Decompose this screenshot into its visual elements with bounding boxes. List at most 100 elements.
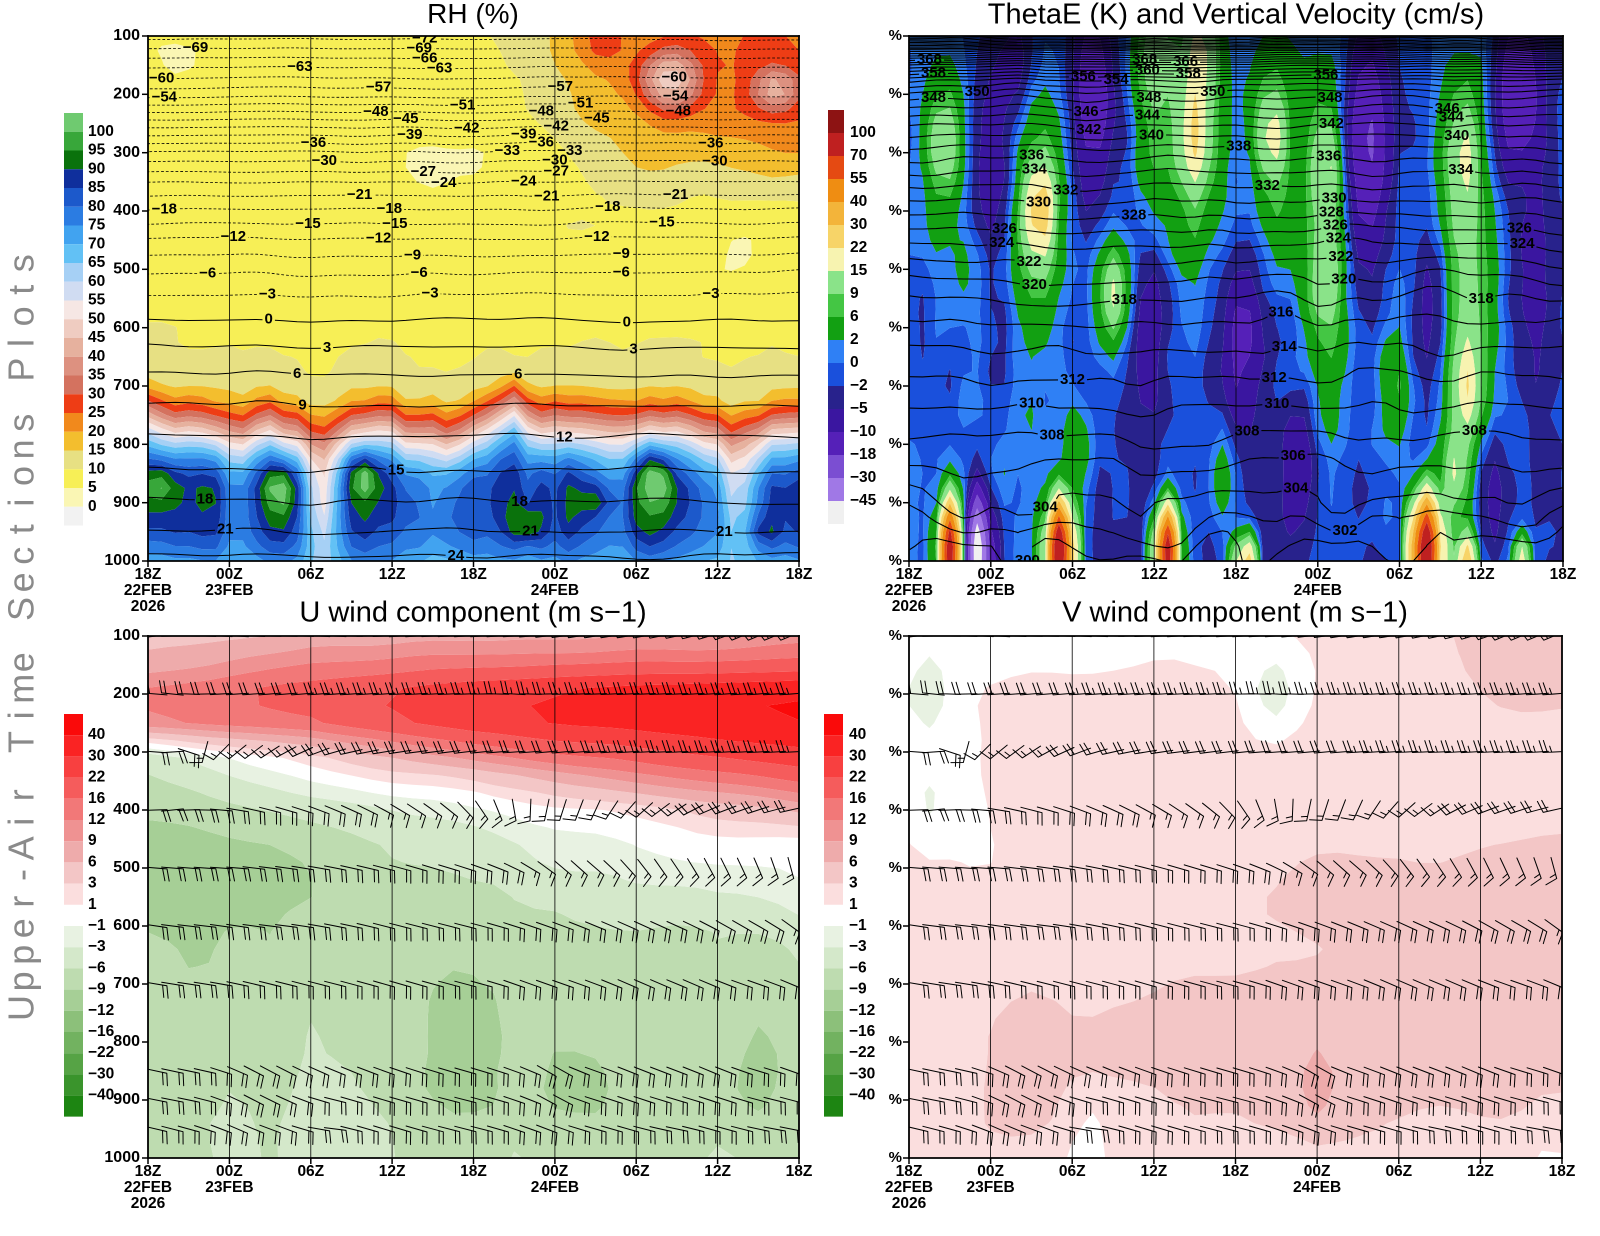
svg-text:U wind component (m s−1): U wind component (m s−1) — [299, 597, 646, 629]
svg-text:30: 30 — [850, 216, 867, 233]
svg-text:o: o — [0, 466, 41, 486]
svg-text:320: 320 — [1022, 276, 1047, 293]
svg-text:−3: −3 — [422, 285, 439, 302]
svg-text:12Z: 12Z — [1141, 1163, 1168, 1180]
svg-text:1000: 1000 — [104, 1149, 140, 1166]
svg-text:12: 12 — [849, 811, 866, 828]
svg-text:100: 100 — [113, 627, 140, 644]
svg-text:−54: −54 — [152, 89, 178, 106]
svg-text:330: 330 — [1322, 190, 1347, 207]
svg-text:12: 12 — [556, 429, 573, 446]
svg-text:22FEB: 22FEB — [124, 582, 172, 599]
svg-text:326: 326 — [992, 220, 1017, 237]
svg-text:344: 344 — [1135, 106, 1161, 123]
svg-text:312: 312 — [1262, 369, 1287, 386]
svg-text:21: 21 — [217, 520, 234, 537]
svg-text:%: % — [889, 859, 902, 876]
svg-text:2026: 2026 — [892, 1195, 927, 1212]
svg-text:−21: −21 — [347, 186, 372, 203]
svg-text:%: % — [889, 917, 902, 934]
svg-text:l: l — [0, 339, 41, 347]
svg-text:%: % — [889, 801, 902, 818]
svg-text:55: 55 — [850, 170, 868, 187]
svg-text:t: t — [0, 524, 41, 534]
svg-text:24FEB: 24FEB — [1294, 582, 1342, 599]
svg-text:r: r — [0, 896, 41, 908]
svg-text:800: 800 — [113, 436, 140, 453]
svg-text:V wind component (m s−1): V wind component (m s−1) — [1062, 597, 1408, 629]
svg-text:350: 350 — [965, 83, 990, 100]
svg-text:3: 3 — [88, 875, 97, 892]
svg-text:18Z: 18Z — [1550, 566, 1577, 583]
svg-text:12Z: 12Z — [1467, 1163, 1494, 1180]
svg-text:40: 40 — [88, 726, 105, 743]
svg-text:1: 1 — [849, 896, 858, 913]
svg-text:1: 1 — [88, 896, 97, 913]
svg-text:200: 200 — [113, 685, 140, 702]
svg-text:304: 304 — [1033, 499, 1059, 516]
svg-text:3: 3 — [849, 875, 858, 892]
svg-text:55: 55 — [88, 292, 106, 309]
svg-text:70: 70 — [88, 235, 105, 252]
svg-text:40: 40 — [849, 726, 866, 743]
svg-text:−51: −51 — [450, 96, 475, 113]
svg-text:45: 45 — [88, 329, 106, 346]
svg-text:336: 336 — [1316, 148, 1341, 165]
svg-text:−6: −6 — [613, 264, 630, 281]
svg-text:324: 324 — [989, 234, 1015, 251]
svg-text:−18: −18 — [850, 446, 877, 463]
svg-text:12: 12 — [88, 811, 105, 828]
svg-text:16: 16 — [88, 790, 106, 807]
svg-text:18Z: 18Z — [786, 566, 813, 583]
svg-text:−6: −6 — [199, 264, 216, 281]
svg-text:23FEB: 23FEB — [966, 1179, 1014, 1196]
svg-text:−33: −33 — [495, 142, 520, 159]
svg-text:75: 75 — [88, 217, 106, 234]
svg-text:30: 30 — [849, 747, 866, 764]
svg-text:70: 70 — [850, 147, 867, 164]
svg-text:500: 500 — [113, 261, 140, 278]
svg-text:−9: −9 — [613, 245, 630, 262]
svg-text:356: 356 — [1313, 66, 1338, 83]
svg-text:−42: −42 — [454, 119, 479, 136]
svg-text:346: 346 — [1074, 103, 1099, 120]
svg-text:336: 336 — [1019, 147, 1044, 164]
svg-text:18Z: 18Z — [1549, 1163, 1576, 1180]
svg-text:−22: −22 — [88, 1044, 114, 1061]
svg-text:−48: −48 — [529, 102, 554, 119]
svg-text:316: 316 — [1268, 304, 1293, 321]
svg-text:−3: −3 — [702, 285, 719, 302]
svg-text:318: 318 — [1469, 290, 1494, 307]
svg-text:−57: −57 — [548, 78, 573, 95]
svg-text:%: % — [889, 377, 902, 394]
svg-text:−24: −24 — [511, 173, 537, 190]
svg-text:600: 600 — [113, 319, 140, 336]
svg-text:−21: −21 — [663, 186, 688, 203]
svg-text:T: T — [0, 731, 41, 753]
svg-text:6: 6 — [514, 365, 522, 382]
svg-text:−3: −3 — [259, 286, 276, 303]
svg-text:306: 306 — [1281, 447, 1306, 464]
svg-text:−45: −45 — [850, 492, 877, 509]
svg-text:−45: −45 — [584, 110, 609, 127]
svg-text:326: 326 — [1507, 220, 1532, 237]
svg-text:342: 342 — [1319, 115, 1344, 132]
svg-text:−30: −30 — [312, 152, 337, 169]
svg-text:90: 90 — [88, 160, 105, 177]
svg-text:i: i — [0, 499, 41, 507]
svg-text:e: e — [0, 572, 41, 592]
svg-text:−10: −10 — [850, 423, 876, 440]
svg-text:s: s — [0, 254, 41, 272]
svg-text:p: p — [0, 945, 41, 965]
svg-text:344: 344 — [1439, 109, 1465, 126]
svg-text:328: 328 — [1319, 204, 1344, 221]
svg-text:18Z: 18Z — [460, 566, 487, 583]
svg-text:−22: −22 — [849, 1044, 875, 1061]
svg-text:00Z: 00Z — [216, 566, 243, 583]
svg-text:18Z: 18Z — [460, 1163, 487, 1180]
svg-text:22FEB: 22FEB — [124, 1179, 172, 1196]
svg-text:06Z: 06Z — [1385, 1163, 1412, 1180]
svg-text:24FEB: 24FEB — [531, 1179, 579, 1196]
svg-text:−9: −9 — [88, 981, 106, 998]
svg-text:302: 302 — [1332, 522, 1357, 539]
